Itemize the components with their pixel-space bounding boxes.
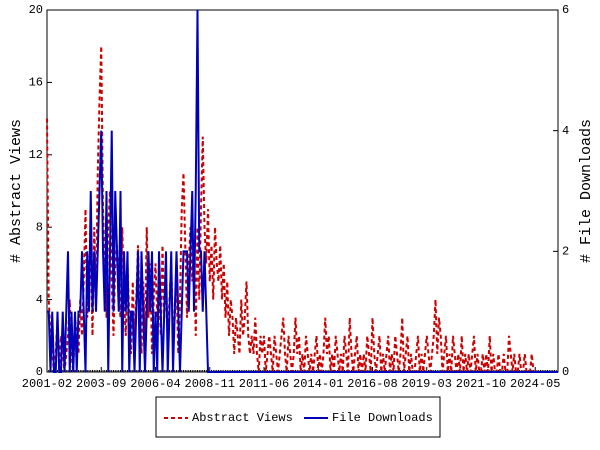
- x-tick-label: 2021-10: [456, 377, 506, 391]
- x-tick-label: 2001-02: [22, 377, 72, 391]
- y2-tick-label: 4: [562, 124, 569, 138]
- x-tick-label: 2016-08: [347, 377, 397, 391]
- legend-box: [155, 396, 441, 438]
- y2-tick-label: 2: [562, 245, 569, 259]
- y-tick-label: 20: [29, 3, 43, 17]
- legend-label: File Downloads: [332, 411, 433, 425]
- y2-axis-title: # File Downloads: [578, 119, 595, 263]
- series-line: [46, 46, 558, 373]
- y-tick-label: 0: [36, 365, 43, 379]
- y-tick-label: 8: [36, 220, 43, 234]
- y-tick-label: 4: [36, 293, 43, 307]
- y-tick-label: 12: [29, 148, 43, 162]
- x-tick-label: 2003-09: [76, 377, 126, 391]
- x-tick-label: 2008-11: [185, 377, 235, 391]
- x-tick-label: 2024-05: [510, 377, 560, 391]
- x-tick-label: 2011-06: [239, 377, 289, 391]
- legend-label: Abstract Views: [192, 411, 293, 425]
- y2-tick-label: 6: [562, 3, 569, 17]
- y2-tick-label: 0: [562, 365, 569, 379]
- x-tick-label: 2019-03: [402, 377, 452, 391]
- x-tick-label: 2014-01: [293, 377, 343, 391]
- y-axis-title: # Abstract Views: [8, 119, 25, 263]
- y-tick-label: 16: [29, 76, 43, 90]
- x-tick-label: 2006-04: [130, 377, 180, 391]
- series-line: [47, 9, 558, 373]
